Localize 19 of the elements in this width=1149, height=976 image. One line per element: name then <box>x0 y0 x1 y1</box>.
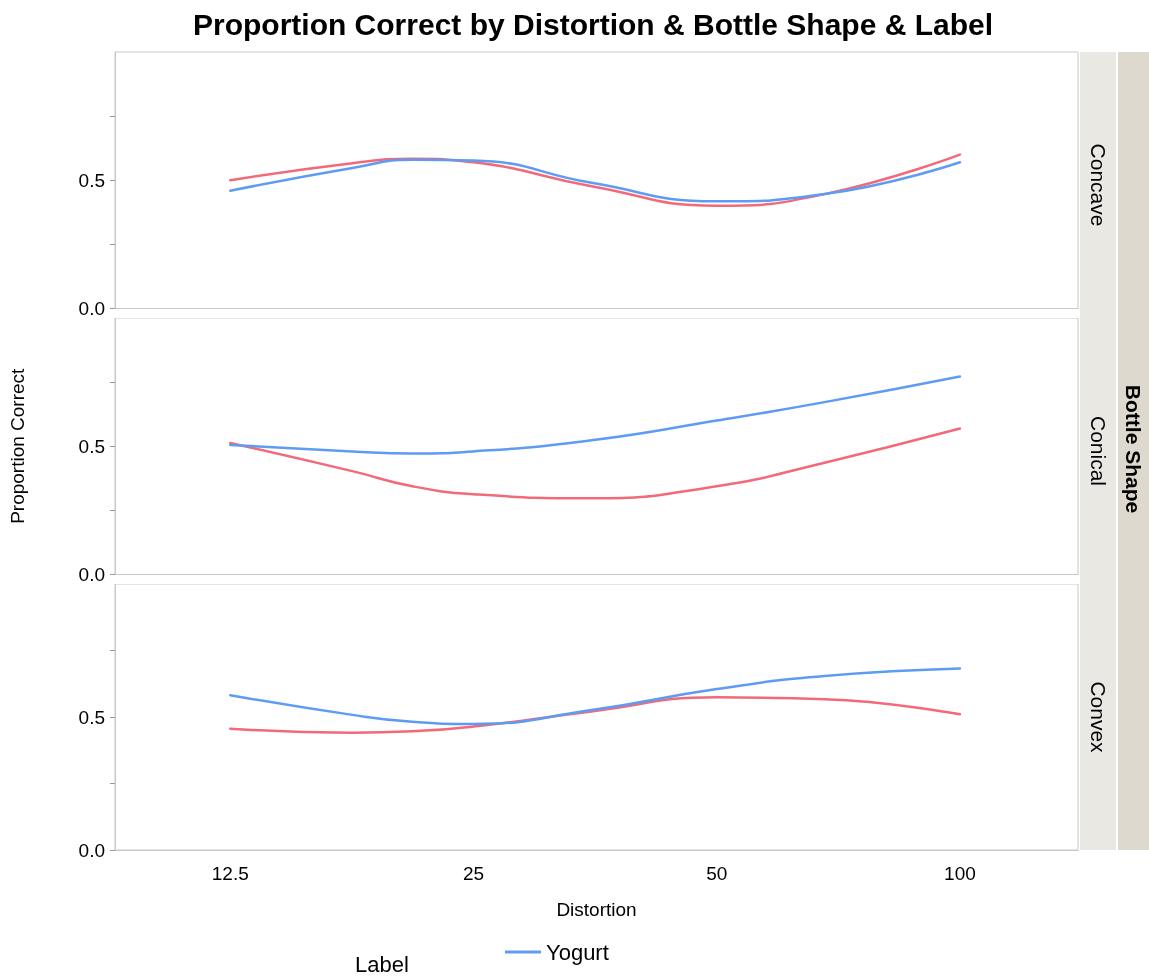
x-axis-title: Distortion <box>556 899 637 920</box>
y-tick-label: 0.5 <box>78 169 105 191</box>
y-axis-title: Proportion Correct <box>7 367 28 524</box>
legend-label: Yogurt <box>546 939 609 965</box>
x-tick-label: 25 <box>462 863 485 884</box>
text: Concave <box>1086 143 1110 227</box>
x-tick-label: 50 <box>706 863 728 884</box>
text: Conical <box>1086 415 1110 487</box>
y-tick-label: 0.5 <box>78 706 105 728</box>
legend-title: Label <box>355 951 409 976</box>
y-tick-label: 0.0 <box>78 839 105 861</box>
y-tick-label: 0.0 <box>78 298 105 319</box>
x-tick-label: 100 <box>944 863 976 884</box>
text: Convex <box>1086 681 1110 754</box>
chart-title: Proportion Correct by Distortion & Bottle Shape & Label <box>192 7 994 41</box>
x-tick-label: 12.5 <box>211 863 249 884</box>
text: Bottle Shape <box>1121 384 1145 514</box>
y-tick-label: 0.0 <box>78 564 105 585</box>
y-tick-label: 0.5 <box>78 435 105 457</box>
